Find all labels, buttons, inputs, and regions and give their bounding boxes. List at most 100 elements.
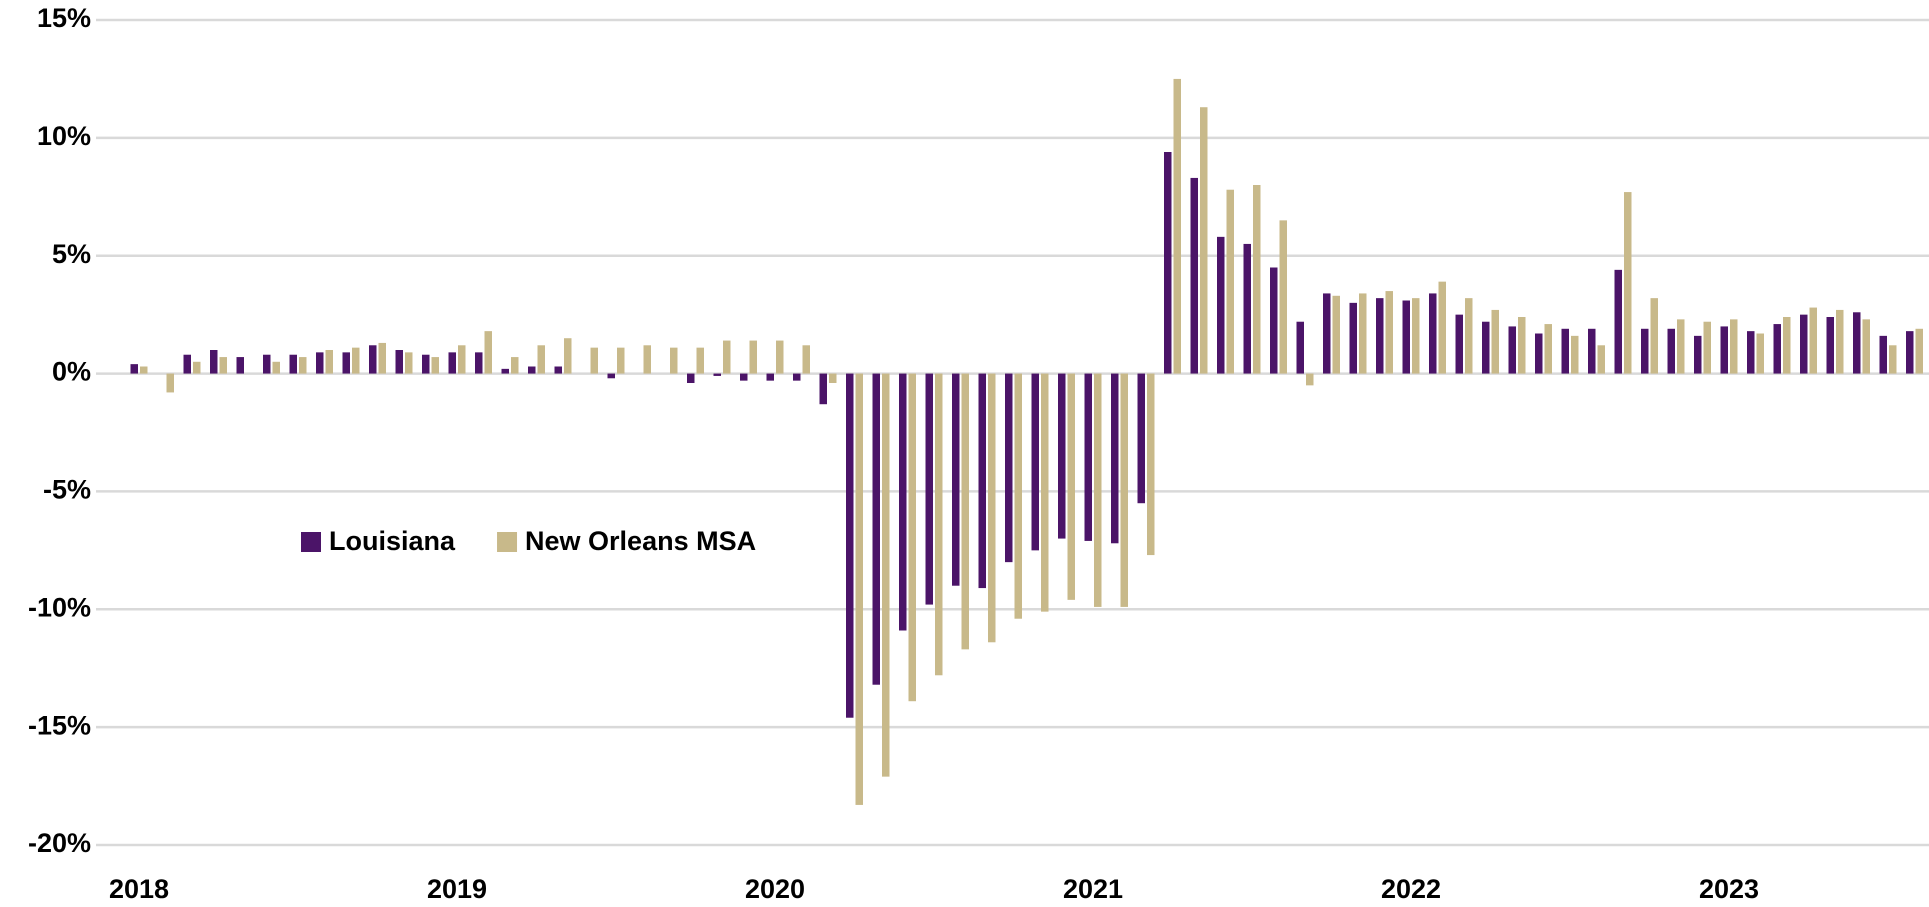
bar (1005, 373, 1013, 563)
bar (501, 368, 509, 374)
bar (776, 340, 784, 374)
x-tick-label: 2021 (1063, 874, 1123, 904)
bar (1703, 321, 1711, 374)
bar (1147, 373, 1155, 556)
bar (511, 357, 519, 374)
bar (1429, 293, 1437, 374)
bar (713, 373, 721, 376)
bar (1120, 373, 1128, 607)
bar (1800, 314, 1808, 374)
bar (819, 373, 827, 405)
bar (978, 373, 986, 589)
bar (1650, 298, 1658, 374)
bar (1094, 373, 1102, 607)
bar (1756, 333, 1764, 374)
bar (484, 331, 492, 374)
bar (855, 373, 863, 805)
bar (908, 373, 916, 702)
bar (422, 354, 430, 374)
bar (378, 342, 386, 374)
bar (1491, 309, 1499, 374)
bar (448, 352, 456, 374)
bar (342, 352, 350, 374)
bar (272, 361, 280, 374)
bar (607, 373, 615, 379)
y-tick-label: -20% (28, 828, 91, 858)
bar (1438, 281, 1446, 374)
bar (1270, 267, 1278, 374)
bar (1385, 291, 1393, 374)
y-tick-label: -5% (43, 475, 91, 505)
bar (846, 373, 854, 718)
bar (988, 373, 996, 643)
bar (1915, 328, 1923, 374)
bar (1747, 331, 1755, 374)
bar (1667, 328, 1675, 374)
bar (316, 352, 324, 374)
bar (1226, 189, 1234, 374)
bar (458, 345, 466, 374)
bar (236, 357, 244, 374)
bar (528, 366, 536, 374)
bar (183, 354, 191, 374)
bar (130, 364, 138, 374)
y-tick-label: 0% (52, 357, 91, 387)
y-tick-label: 10% (37, 121, 91, 151)
bar (961, 373, 969, 650)
bar (537, 345, 545, 374)
bar (1677, 319, 1685, 374)
bar (1279, 220, 1287, 374)
bar (925, 373, 933, 605)
bar (1359, 293, 1367, 374)
x-tick-label: 2020 (745, 874, 805, 904)
bar (1862, 319, 1870, 374)
bar (1190, 177, 1198, 374)
bar (1694, 335, 1702, 374)
bar (564, 338, 572, 374)
legend-label: Louisiana (329, 526, 456, 556)
bar (793, 373, 801, 381)
bar (1402, 300, 1410, 374)
x-tick-label: 2022 (1381, 874, 1441, 904)
y-tick-label: -10% (28, 592, 91, 622)
bar (1031, 373, 1039, 551)
bar (1730, 319, 1738, 374)
bar (1879, 335, 1887, 374)
bar (1853, 312, 1861, 374)
bar (325, 350, 333, 374)
y-tick-label: 15% (37, 3, 91, 33)
bar (882, 373, 890, 777)
bar (1323, 293, 1331, 374)
bar (952, 373, 960, 586)
bar (670, 347, 678, 374)
bar (740, 373, 748, 381)
bar (352, 347, 360, 374)
bar (1518, 317, 1526, 374)
bar (395, 350, 403, 374)
bar (1588, 328, 1596, 374)
bar (1614, 269, 1622, 374)
bar (696, 347, 704, 374)
bar (766, 373, 774, 381)
bar (899, 373, 907, 631)
bar (1058, 373, 1066, 539)
bar (166, 373, 174, 393)
bar (1889, 345, 1897, 374)
bar (590, 347, 598, 374)
legend-swatch (497, 532, 518, 552)
bar (872, 373, 880, 685)
bar (405, 352, 413, 374)
bar (1482, 321, 1490, 374)
bar (1376, 298, 1384, 374)
bar (1783, 317, 1791, 374)
bar (1111, 373, 1119, 544)
bar (219, 357, 227, 374)
bar (475, 352, 483, 374)
bar (802, 345, 810, 374)
bar (1836, 309, 1844, 374)
bar (687, 373, 695, 383)
bar (210, 350, 218, 374)
bar (1641, 328, 1649, 374)
